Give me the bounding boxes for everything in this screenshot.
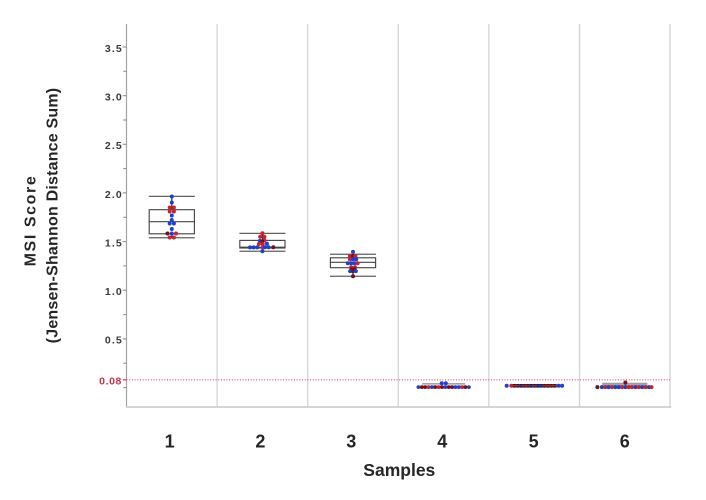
svg-text:3.5: 3.5 bbox=[105, 43, 123, 55]
svg-text:(Jensen-Shannon Distance Sum): (Jensen-Shannon Distance Sum) bbox=[44, 88, 61, 344]
svg-text:5: 5 bbox=[529, 431, 539, 451]
svg-text:3: 3 bbox=[346, 431, 356, 451]
svg-text:2: 2 bbox=[255, 431, 265, 451]
svg-text:6: 6 bbox=[620, 431, 630, 451]
svg-text:4: 4 bbox=[437, 431, 447, 451]
svg-text:0.5: 0.5 bbox=[105, 335, 123, 347]
svg-text:Samples: Samples bbox=[363, 460, 435, 480]
svg-text:2.0: 2.0 bbox=[105, 189, 123, 201]
svg-text:1.5: 1.5 bbox=[105, 237, 123, 249]
svg-text:MSI Score: MSI Score bbox=[23, 175, 40, 267]
svg-text:3.0: 3.0 bbox=[105, 92, 123, 104]
svg-text:1: 1 bbox=[165, 431, 175, 451]
svg-text:1.0: 1.0 bbox=[105, 286, 123, 298]
svg-text:0.08: 0.08 bbox=[99, 376, 122, 388]
svg-text:2.5: 2.5 bbox=[105, 140, 123, 152]
